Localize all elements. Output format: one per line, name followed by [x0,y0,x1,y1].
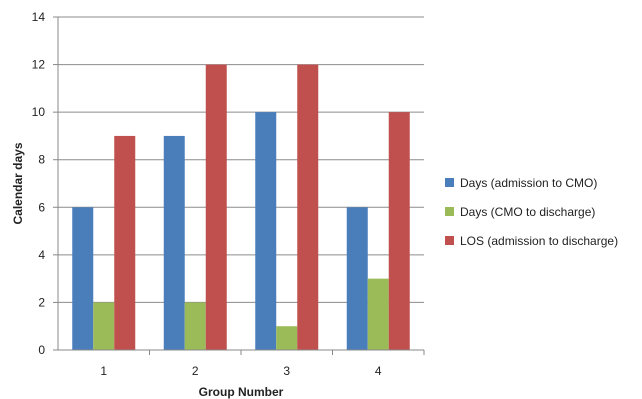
bar-2-4 [367,278,389,350]
bar-1-2 [163,135,185,350]
x-tick-label: 2 [192,364,199,378]
bar-3-1 [114,135,136,350]
x-tick-label: 3 [283,364,290,378]
bar-3-4 [388,112,410,351]
bar-2-1 [93,302,115,350]
y-axis-ticks: 0 2 4 6 8 10 12 14 [32,10,58,357]
x-tick-label: 1 [100,364,107,378]
legend-swatch [445,207,454,216]
y-tick-label: 0 [38,343,45,357]
legend-label: LOS (admission to discharge) [460,234,618,248]
x-tick-label: 4 [375,364,382,378]
bar-1-4 [346,207,368,350]
bars [72,64,410,351]
legend-swatch [445,236,454,245]
legend-swatch [445,178,454,187]
bar-1-3 [255,112,277,351]
y-tick-label: 2 [38,295,45,309]
y-tick-label: 12 [32,58,46,72]
y-tick-label: 8 [38,153,45,167]
bar-2-3 [276,326,298,350]
legend-label: Days (CMO to discharge) [460,205,595,219]
gridlines [58,16,424,303]
bar-3-3 [297,64,319,351]
bar-1-1 [72,207,94,350]
y-tick-label: 4 [38,248,45,262]
legend-label: Days (admission to CMO) [460,176,597,190]
x-axis-title: Group Number [199,385,284,399]
bar-2-2 [184,302,206,350]
x-axis-ticks: 1 2 3 4 [100,350,425,378]
bar-3-2 [205,64,227,351]
legend: Days (admission to CMO) Days (CMO to disc… [445,176,618,248]
y-tick-label: 14 [32,10,46,24]
y-axis-title: Calendar days [11,142,25,224]
y-tick-label: 10 [32,105,46,119]
y-tick-label: 6 [38,200,45,214]
